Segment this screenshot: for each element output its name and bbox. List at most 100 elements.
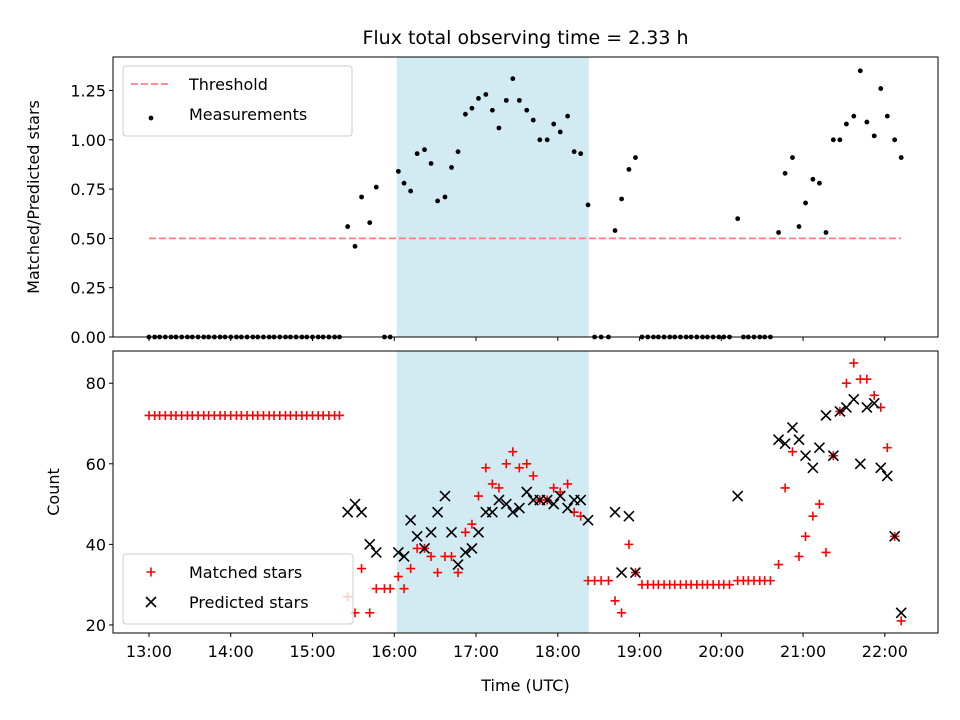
measurement-point: [496, 125, 502, 131]
measurement-point: [449, 165, 454, 170]
predicted-star-point: [616, 567, 628, 579]
measurement-point: [408, 188, 414, 194]
matched-star-point: [849, 358, 859, 368]
predicted-star-point: [854, 458, 866, 470]
predicted-star-point: [541, 494, 553, 506]
predicted-star-point: [548, 498, 560, 510]
matched-star-point: [481, 463, 491, 473]
measurement-point: [557, 129, 563, 135]
predicted-star-point: [868, 397, 880, 409]
predicted-star-point: [554, 490, 566, 502]
predicted-star-point: [513, 502, 525, 514]
measurement-point: [851, 113, 857, 119]
x-tick-label: 16:00: [371, 642, 417, 661]
measurement-point: [810, 176, 816, 182]
measurement-point: [878, 86, 884, 91]
x-tick-label: 17:00: [453, 642, 499, 661]
measurement-point: [619, 196, 624, 202]
matched-star-point: [610, 596, 620, 606]
predicted-star-point: [411, 530, 423, 542]
legend-label: Threshold: [188, 75, 268, 94]
measurement-point: [857, 68, 863, 74]
measurement-point: [823, 230, 829, 235]
matched-star-point: [357, 564, 367, 574]
predicted-star-point: [521, 486, 533, 498]
predicted-star-point: [425, 526, 437, 538]
predicted-star-point: [459, 546, 471, 558]
predicted-star-point: [486, 506, 498, 518]
measurement-point: [537, 137, 543, 143]
predicted-star-point: [848, 393, 860, 405]
predicted-star-point: [349, 498, 361, 510]
predicted-star-point: [779, 438, 791, 450]
predicted-star-point: [355, 506, 368, 518]
measurement-point: [585, 202, 591, 208]
series-predicted-stars: [342, 393, 907, 619]
measurement-point: [463, 111, 468, 117]
y-tick-label: 0.50: [70, 229, 106, 248]
y-tick-label: 40: [86, 535, 106, 554]
predicted-star-point: [827, 450, 839, 462]
matched-star-point: [365, 608, 375, 618]
bottom-panel-count-chart: 20 40 60 80 13:00 14:00 15:00 16:00 17:00 18:00 19…: [44, 350, 939, 695]
predicted-star-point: [439, 490, 451, 502]
measurement-point: [803, 200, 808, 206]
predicted-star-point: [445, 526, 458, 538]
matched-star-point: [494, 483, 504, 493]
measurement-point: [373, 184, 379, 190]
top-panel-ratio-chart: 0.00 0.25 0.50 0.75 1.00 1.25 Flux total obser…: [24, 27, 939, 347]
legend-label: Predicted stars: [189, 593, 309, 612]
matched-star-point: [453, 568, 463, 578]
measurement-point: [422, 147, 427, 153]
y-axis-label: Matched/Predicted stars: [24, 100, 43, 294]
measurement-point: [578, 151, 584, 157]
matched-star-point: [447, 551, 457, 561]
measurement-point: [844, 121, 849, 127]
predicted-star-point: [786, 421, 799, 434]
matched-star-point: [896, 616, 906, 626]
measurement-point: [796, 224, 802, 229]
matched-star-point: [522, 459, 532, 469]
measurement-point: [871, 133, 877, 139]
measurement-point: [571, 149, 577, 155]
measurement-point: [782, 170, 788, 176]
measurement-point: [483, 92, 489, 97]
measurement-point: [401, 180, 407, 186]
measurement-point: [530, 117, 536, 123]
measurement-point: [898, 155, 904, 160]
predicted-star-point: [507, 506, 519, 518]
shaded-observing-window: [396, 57, 589, 337]
predicted-star-point: [500, 498, 512, 510]
matched-star-point: [334, 410, 344, 420]
matched-star-point: [882, 443, 892, 453]
matched-star-point: [393, 572, 403, 582]
matched-star-point: [787, 447, 797, 457]
predicted-star-point: [575, 494, 587, 506]
measurement-point: [626, 166, 632, 172]
legend-label: Measurements: [189, 105, 307, 124]
matched-star-point: [426, 551, 436, 561]
measurement-point: [735, 216, 741, 222]
x-tick-label: 14:00: [208, 642, 254, 661]
matched-star-point: [473, 491, 483, 501]
predicted-star-point: [418, 542, 431, 554]
predicted-star-point: [364, 538, 376, 550]
x-axis-label: Time (UTC): [480, 676, 569, 695]
matched-star-point: [841, 378, 851, 388]
predicted-star-point: [472, 526, 485, 538]
matched-star-point: [814, 499, 824, 509]
measurement-point: [565, 113, 571, 119]
x-tick-label: 22:00: [862, 642, 908, 661]
measurement-point: [510, 76, 516, 82]
matched-star-point: [487, 479, 497, 489]
measurement-point: [544, 137, 550, 143]
measurement-point: [790, 155, 795, 160]
predicted-star-point: [562, 502, 574, 514]
predicted-star-point: [452, 558, 464, 571]
x-tick-label: 18:00: [535, 642, 581, 661]
predicted-star-point: [861, 401, 873, 413]
predicted-star-point: [405, 514, 417, 526]
axes-frame: [112, 350, 939, 634]
predicted-star-point: [370, 546, 382, 558]
measurement-point: [892, 137, 898, 143]
